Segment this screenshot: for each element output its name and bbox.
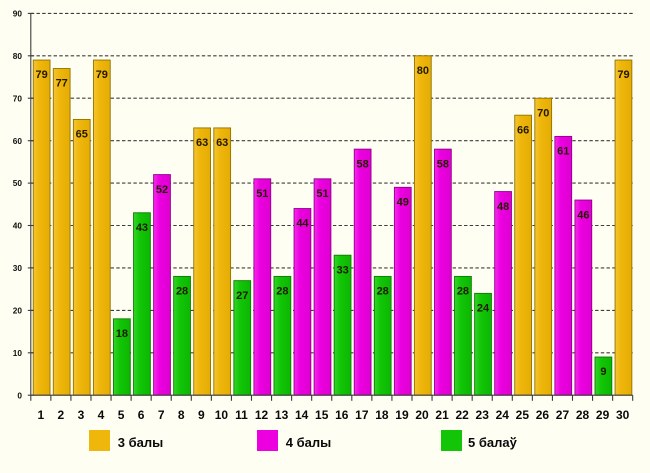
svg-text:11: 11 [235, 408, 248, 422]
svg-text:46: 46 [577, 209, 589, 221]
svg-text:70: 70 [537, 107, 549, 119]
svg-text:63: 63 [196, 137, 208, 149]
svg-text:52: 52 [156, 184, 168, 196]
svg-text:13: 13 [275, 408, 289, 422]
svg-text:63: 63 [216, 137, 228, 149]
svg-text:7: 7 [158, 408, 165, 422]
svg-text:18: 18 [375, 408, 389, 422]
svg-text:58: 58 [437, 158, 449, 170]
svg-text:22: 22 [455, 408, 469, 422]
svg-text:61: 61 [557, 146, 569, 158]
svg-text:5 балаў: 5 балаў [468, 435, 518, 450]
svg-text:4: 4 [98, 408, 105, 422]
svg-text:20: 20 [13, 306, 23, 316]
svg-text:27: 27 [556, 408, 570, 422]
svg-text:80: 80 [13, 51, 23, 61]
svg-text:77: 77 [56, 78, 68, 90]
svg-text:44: 44 [296, 218, 309, 230]
svg-text:58: 58 [357, 158, 369, 170]
svg-text:29: 29 [596, 408, 610, 422]
svg-text:66: 66 [517, 124, 529, 136]
svg-text:16: 16 [335, 408, 349, 422]
svg-text:24: 24 [496, 408, 510, 422]
svg-text:28: 28 [576, 408, 590, 422]
svg-text:60: 60 [13, 136, 23, 146]
svg-text:10: 10 [215, 408, 229, 422]
svg-text:30: 30 [13, 263, 23, 273]
svg-text:25: 25 [516, 408, 530, 422]
svg-text:70: 70 [13, 93, 23, 103]
svg-text:8: 8 [178, 408, 185, 422]
svg-text:12: 12 [255, 408, 269, 422]
svg-text:40: 40 [13, 221, 23, 231]
svg-text:23: 23 [476, 408, 490, 422]
svg-text:4 балы: 4 балы [286, 435, 331, 450]
svg-text:50: 50 [13, 178, 23, 188]
svg-text:26: 26 [536, 408, 550, 422]
svg-text:24: 24 [477, 303, 490, 315]
svg-text:20: 20 [415, 408, 429, 422]
svg-text:21: 21 [435, 408, 449, 422]
svg-text:30: 30 [616, 408, 630, 422]
svg-text:80: 80 [417, 65, 429, 77]
svg-text:5: 5 [118, 408, 125, 422]
svg-text:6: 6 [138, 408, 145, 422]
svg-text:10: 10 [13, 348, 23, 358]
svg-text:0: 0 [17, 390, 22, 400]
svg-text:48: 48 [497, 201, 509, 213]
svg-text:18: 18 [116, 328, 128, 340]
svg-text:51: 51 [316, 188, 328, 200]
svg-text:28: 28 [457, 286, 469, 298]
svg-text:27: 27 [236, 290, 248, 302]
svg-text:14: 14 [295, 408, 309, 422]
svg-text:65: 65 [76, 129, 88, 141]
svg-text:9: 9 [600, 366, 606, 378]
svg-text:43: 43 [136, 222, 148, 234]
svg-text:19: 19 [395, 408, 409, 422]
svg-text:51: 51 [256, 188, 268, 200]
svg-text:15: 15 [315, 408, 329, 422]
svg-text:2: 2 [58, 408, 65, 422]
svg-text:79: 79 [96, 69, 108, 81]
svg-text:49: 49 [397, 197, 409, 209]
svg-text:28: 28 [176, 286, 188, 298]
svg-text:33: 33 [336, 264, 348, 276]
svg-text:9: 9 [198, 408, 205, 422]
svg-text:17: 17 [355, 408, 369, 422]
svg-text:79: 79 [617, 69, 629, 81]
svg-text:90: 90 [13, 9, 23, 19]
svg-text:1: 1 [37, 408, 44, 422]
svg-text:28: 28 [276, 286, 288, 298]
svg-text:3 балы: 3 балы [118, 435, 163, 450]
svg-text:79: 79 [36, 69, 48, 81]
svg-text:28: 28 [377, 286, 389, 298]
svg-text:3: 3 [78, 408, 85, 422]
